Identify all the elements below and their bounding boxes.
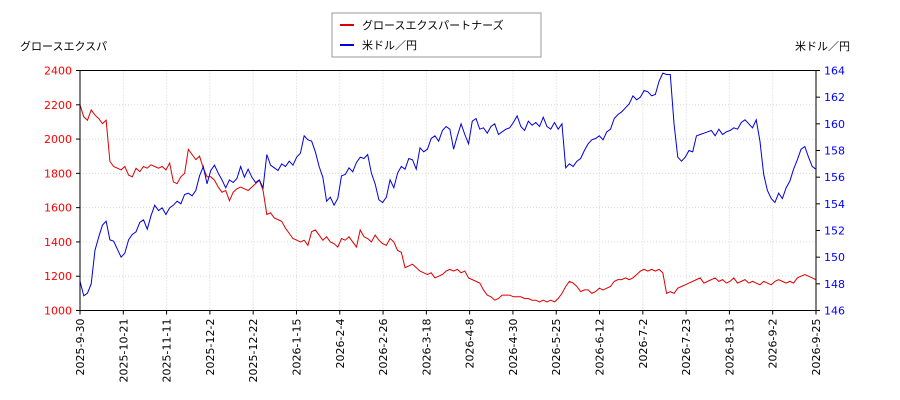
x-tick-label: 2025-10-21: [117, 319, 130, 383]
x-tick-label: 2026-7-23: [680, 319, 693, 376]
legend-box: [331, 12, 542, 58]
right-axis-label: 米ドル／円: [795, 40, 850, 53]
left-tick-label: 1800: [44, 167, 72, 180]
x-tick-label: 2026-9-2: [767, 319, 780, 369]
left-tick-label: 1000: [44, 305, 72, 318]
x-tick-label: 2026-7-2: [637, 319, 650, 369]
x-tick-label: 2025-12-2: [204, 319, 217, 376]
left-axis-label: グロースエクスパ: [20, 39, 107, 53]
right-tick-label: 156: [824, 171, 845, 184]
right-tick-label: 148: [824, 278, 845, 291]
left-tick-label: 2000: [44, 133, 72, 146]
x-tick-label: 2025-9-30: [74, 319, 87, 376]
right-tick-label: 150: [824, 251, 845, 264]
left-tick-label: 1600: [44, 202, 72, 215]
left-tick-label: 1200: [44, 270, 72, 283]
right-tick-label: 164: [824, 65, 845, 78]
x-axis-ticks: 2025-9-30 2025-10-21 2025-11-11 2025-12-2 20…: [74, 310, 823, 383]
series-right-line: [79, 72, 817, 297]
right-axis-ticks: 146 148 150 152 154 156 158 160 162 164: [816, 65, 845, 318]
x-tick-label: 2025-12-22: [247, 319, 260, 383]
right-tick-label: 158: [824, 145, 845, 158]
left-axis-ticks: 1000 1200 1400 1600 1800 2000 2200 2400: [44, 65, 80, 318]
x-tick-label: 2026-2-4: [334, 319, 347, 369]
right-tick-label: 154: [824, 198, 845, 211]
left-tick-label: 1400: [44, 236, 72, 249]
right-tick-label: 146: [824, 305, 845, 318]
left-tick-label: 2400: [44, 65, 72, 78]
right-tick-label: 152: [824, 225, 845, 238]
legend-label-right: 米ドル／円: [362, 39, 417, 52]
plot-frame: [79, 70, 817, 311]
legend: グロースエクスパートナーズ 米ドル／円: [331, 12, 542, 58]
x-tick-label: 2026-4-30: [507, 319, 520, 376]
x-tick-label: 2026-3-18: [420, 319, 433, 376]
grid: [79, 70, 817, 311]
x-tick-label: 2026-1-15: [290, 319, 303, 376]
right-tick-label: 160: [824, 118, 845, 131]
x-tick-label: 2025-11-11: [161, 319, 174, 383]
x-tick-label: 2026-9-25: [810, 319, 823, 376]
x-tick-label: 2026-5-25: [550, 319, 563, 376]
right-tick-label: 162: [824, 91, 845, 104]
x-tick-label: 2026-2-26: [377, 319, 390, 376]
left-tick-label: 2200: [44, 99, 72, 112]
legend-label-left: グロースエクスパートナーズ: [362, 18, 504, 32]
x-tick-label: 2026-4-8: [464, 319, 477, 369]
x-tick-label: 2026-6-12: [594, 319, 607, 376]
x-tick-label: 2026-8-13: [723, 319, 736, 376]
series-left-line: [79, 104, 817, 303]
